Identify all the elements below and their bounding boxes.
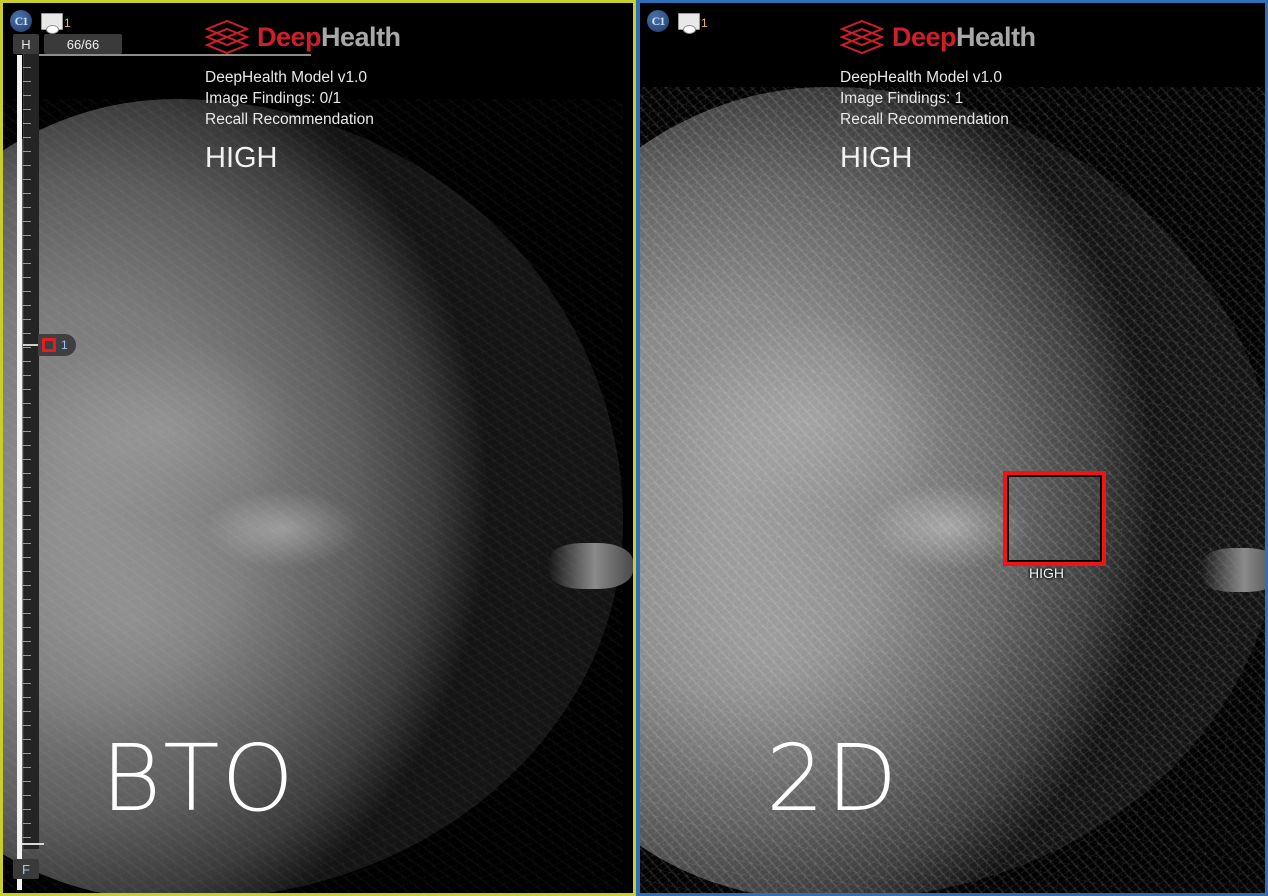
brand-name-health: Health (321, 21, 401, 52)
deephealth-logo: DeepHealth (204, 19, 401, 55)
ruler-slider-bar[interactable] (17, 55, 22, 890)
ai-recall-recommendation: Recall Recommendation (205, 111, 374, 128)
slice-counter-underline (39, 54, 311, 56)
orientation-label-head: H (13, 34, 39, 54)
ai-model-version: DeepHealth Model v1.0 (205, 69, 367, 86)
brand-name-deep: Deep (257, 21, 322, 52)
finding-square-icon (42, 338, 56, 352)
ai-risk-level: HIGH (205, 142, 278, 174)
finding-marker-leader (23, 344, 39, 346)
tissue-texture (3, 99, 623, 893)
brand-name-deep: Deep (892, 21, 957, 52)
ruler-ticks (23, 53, 31, 849)
stacked-layers-icon (204, 19, 250, 55)
modality-label-2d: 2D (766, 725, 900, 832)
ai-overlay-bto: DeepHealth DeepHealth Model v1.0 Image F… (204, 19, 401, 175)
ruler-thumb[interactable] (22, 843, 44, 845)
nipple-region (548, 543, 633, 589)
monitor-icon[interactable]: 1 (41, 12, 71, 34)
deephealth-wordmark: DeepHealth (257, 22, 401, 53)
modality-label-bto: BTO (101, 725, 296, 832)
ai-overlay-2d: DeepHealth DeepHealth Model v1.0 Image F… (839, 19, 1036, 175)
monitor-count-label: 1 (701, 15, 708, 30)
ai-image-findings: Image Findings: 1 (840, 90, 964, 107)
monitor-screen-glyph (678, 12, 700, 34)
orientation-label-foot: F (13, 859, 39, 879)
viewport-bto[interactable]: C1 1 H F 66/66 1 (0, 0, 636, 896)
tissue-texture (640, 87, 1265, 893)
finding-marker-number: 1 (61, 338, 68, 352)
detection-risk-label: HIGH (1029, 565, 1064, 581)
ai-recall-recommendation: Recall Recommendation (840, 111, 1009, 128)
status-icon-bar-bto: C1 1 (10, 10, 71, 34)
finding-marker-1[interactable]: 1 (38, 334, 76, 356)
slice-ruler[interactable] (17, 53, 44, 890)
monitor-screen-glyph (41, 12, 63, 34)
breast-tissue-render (3, 99, 623, 893)
ai-risk-level: HIGH (840, 142, 913, 174)
deephealth-wordmark: DeepHealth (892, 22, 1036, 53)
viewport-2d[interactable]: C1 1 DeepHealth DeepHealth Model v1.0 Im (636, 0, 1268, 896)
monitor-icon[interactable]: 1 (678, 12, 708, 34)
deephealth-logo: DeepHealth (839, 19, 1036, 55)
ai-model-version: DeepHealth Model v1.0 (840, 69, 1002, 86)
nipple-region (1200, 548, 1265, 592)
chest-badge-icon[interactable]: C1 (647, 10, 669, 32)
monitor-count-label: 1 (64, 15, 71, 30)
status-icon-bar-2d: C1 1 (647, 10, 708, 34)
chest-badge-icon[interactable]: C1 (10, 10, 32, 32)
slice-counter[interactable]: 66/66 (44, 34, 122, 54)
breast-tissue-render (640, 87, 1265, 893)
ai-image-findings: Image Findings: 0/1 (205, 90, 342, 107)
brand-name-health: Health (956, 21, 1036, 52)
stacked-layers-icon (839, 19, 885, 55)
detection-bounding-box[interactable] (1003, 471, 1106, 566)
